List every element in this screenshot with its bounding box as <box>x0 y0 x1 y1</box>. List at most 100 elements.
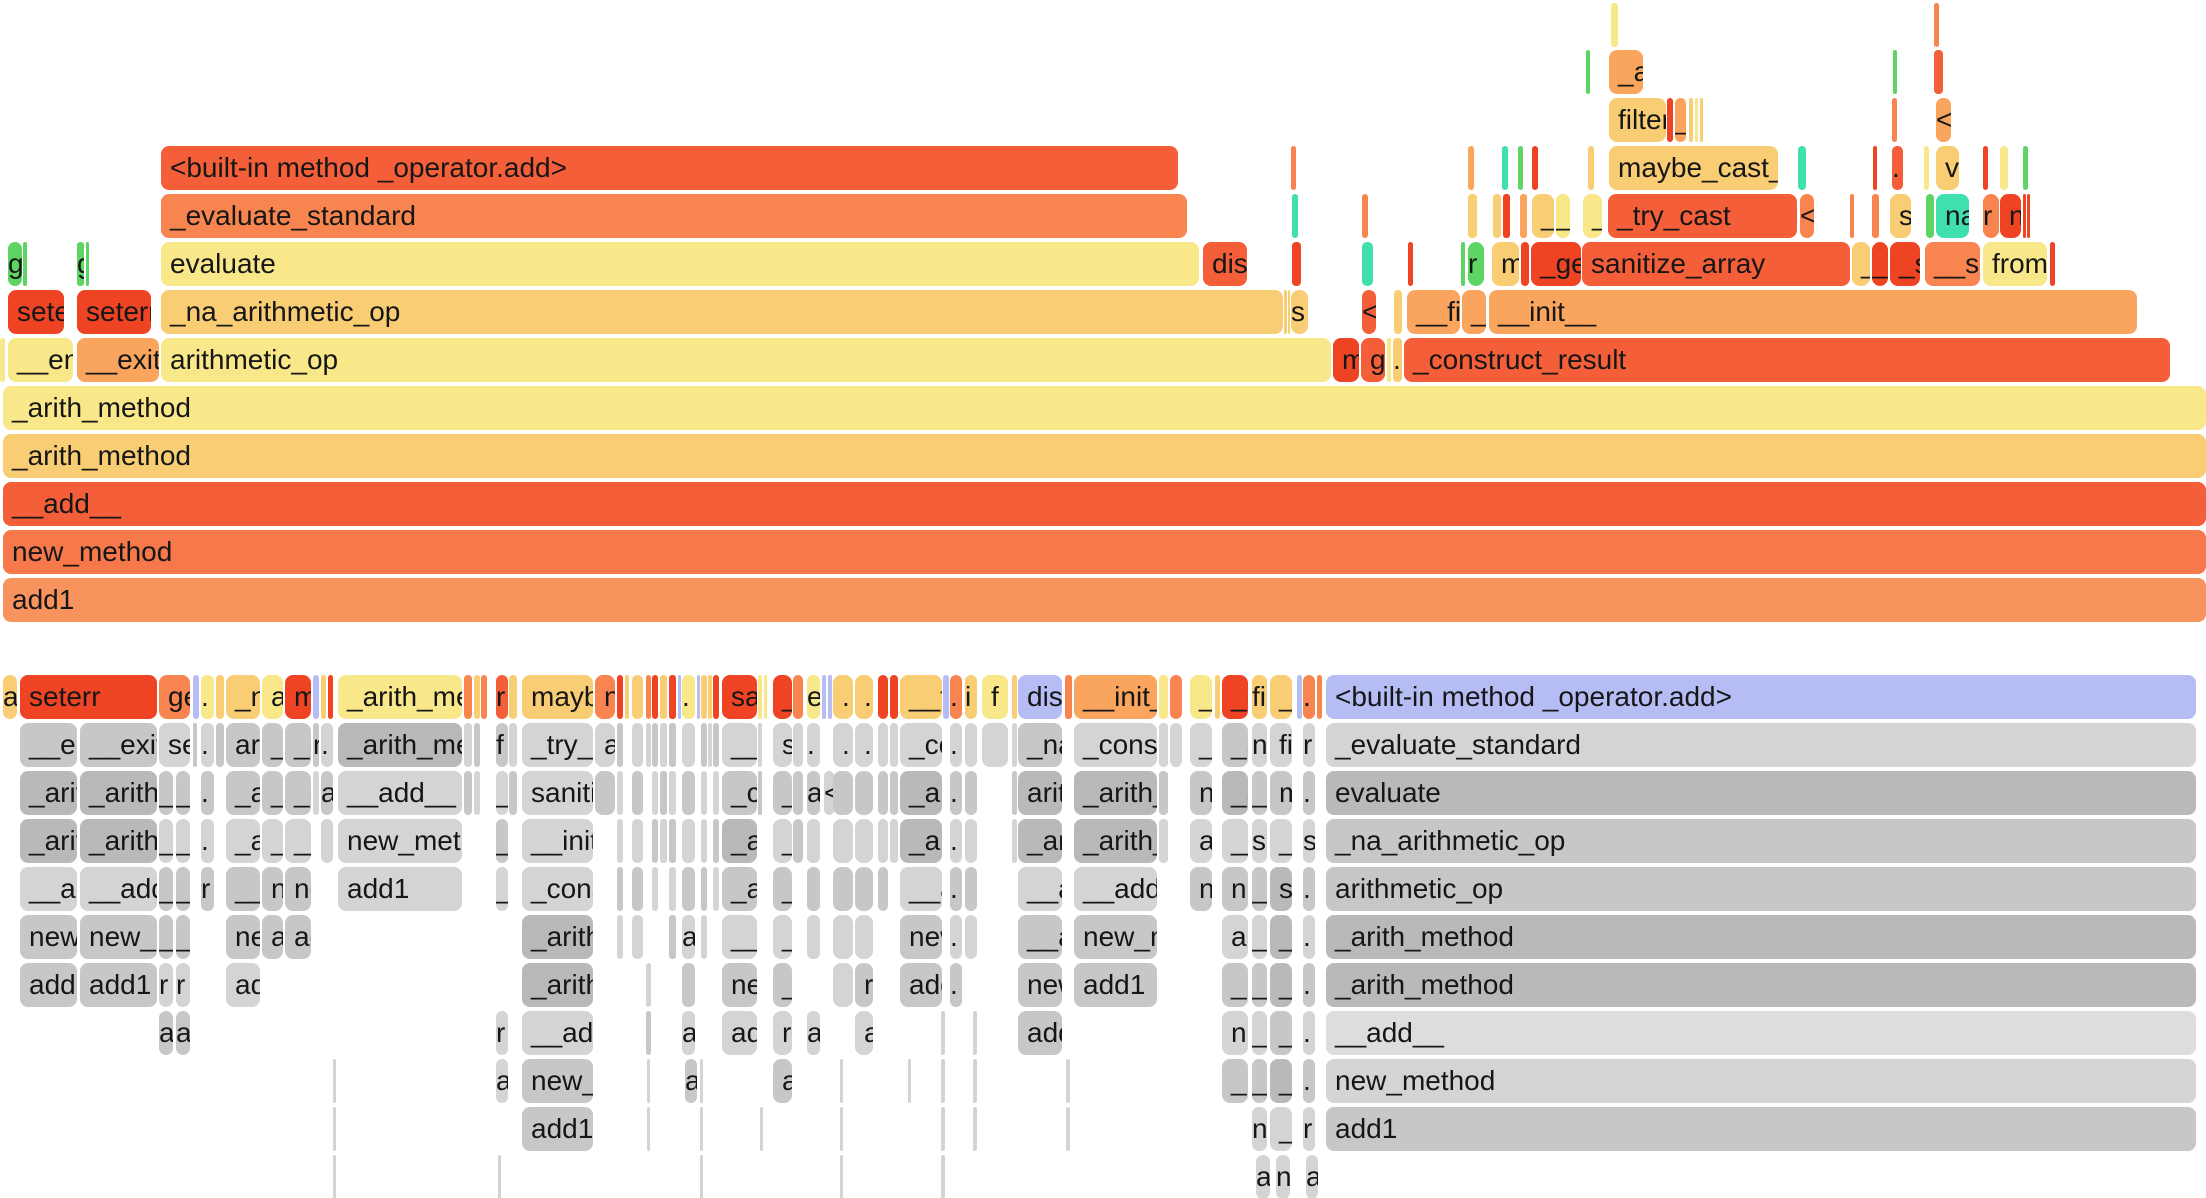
frame-sliver[interactable] <box>833 867 853 911</box>
frame-bar[interactable]: _ <box>1270 1011 1292 1055</box>
frame-bar[interactable]: _arith_method <box>3 386 2206 430</box>
frame-sliver[interactable] <box>758 675 762 719</box>
frame-bar[interactable]: . <box>807 723 820 767</box>
frame-bar[interactable]: r <box>1303 1107 1315 1151</box>
frame-bar[interactable]: seterr <box>77 290 151 334</box>
frame-bar[interactable]: s <box>1291 290 1308 334</box>
frame-sliver[interactable] <box>1468 194 1477 238</box>
frame-sliver[interactable] <box>1521 242 1529 286</box>
frame-bar[interactable]: a <box>1256 1155 1270 1198</box>
frame-sliver[interactable] <box>890 819 898 863</box>
frame-bar[interactable]: _ <box>1252 915 1267 959</box>
frame-sliver[interactable] <box>669 915 676 959</box>
frame-sliver[interactable] <box>973 1107 977 1151</box>
frame-bar[interactable]: ne <box>722 963 757 1007</box>
frame-sliver[interactable] <box>617 819 623 863</box>
frame-sliver[interactable] <box>1387 338 1391 382</box>
frame-bar[interactable]: _construct_result <box>1404 338 2170 382</box>
frame-sliver[interactable] <box>2023 146 2028 190</box>
frame-bar[interactable]: . <box>1393 338 1402 382</box>
frame-sliver[interactable] <box>701 867 707 911</box>
frame-bar[interactable]: _ <box>1462 290 1486 334</box>
frame-bar[interactable]: add1 <box>1074 963 1157 1007</box>
frame-bar[interactable]: n <box>1252 1107 1267 1151</box>
frame-bar[interactable]: __init__ <box>1074 675 1157 719</box>
frame-bar[interactable]: _ <box>262 723 283 767</box>
frame-bar[interactable]: sanitize_array <box>522 771 593 815</box>
frame-bar[interactable]: a <box>595 723 615 767</box>
frame-sliver[interactable] <box>708 675 712 719</box>
frame-sliver[interactable] <box>973 1011 977 1055</box>
frame-sliver[interactable] <box>1012 771 1017 815</box>
frame-sliver[interactable] <box>682 819 695 863</box>
frame-sliver[interactable] <box>321 675 326 719</box>
frame-bar[interactable]: e <box>807 675 820 719</box>
frame-bar[interactable]: . <box>950 819 962 863</box>
frame-sliver[interactable] <box>840 1107 843 1151</box>
frame-sliver[interactable] <box>647 1059 650 1103</box>
frame-sliver[interactable] <box>617 675 623 719</box>
frame-bar[interactable]: new_method <box>3 530 2206 574</box>
frame-sliver[interactable] <box>1798 146 1806 190</box>
frame-sliver[interactable] <box>1532 146 1538 190</box>
frame-sliver[interactable] <box>1667 98 1673 142</box>
frame-sliver[interactable] <box>965 819 977 863</box>
frame-sliver[interactable] <box>833 963 853 1007</box>
frame-sliver[interactable] <box>713 867 719 911</box>
frame-sliver[interactable] <box>1872 194 1879 238</box>
frame-bar[interactable]: __add__ <box>1074 867 1157 911</box>
frame-sliver[interactable] <box>632 867 643 911</box>
frame-bar[interactable]: a <box>682 915 695 959</box>
frame-sliver[interactable] <box>878 675 888 719</box>
frame-bar[interactable]: __ <box>285 819 311 863</box>
frame-sliver[interactable] <box>941 1011 945 1055</box>
frame-sliver[interactable] <box>669 675 676 719</box>
frame-bar[interactable]: sanitize_array <box>1582 242 1850 286</box>
frame-sliver[interactable] <box>652 675 658 719</box>
frame-sliver[interactable] <box>1493 194 1501 238</box>
frame-sliver[interactable] <box>1983 146 1988 190</box>
frame-bar[interactable]: _n <box>226 675 260 719</box>
frame-sliver[interactable] <box>878 819 888 863</box>
frame-sliver[interactable] <box>193 723 197 767</box>
frame-sliver[interactable] <box>2023 194 2026 238</box>
frame-bar[interactable]: _arith_method <box>522 915 593 959</box>
frame-bar[interactable]: _evaluate_standard <box>1326 723 2196 767</box>
frame-sliver[interactable] <box>1850 194 1854 238</box>
frame-bar[interactable]: new_method <box>1326 1059 2196 1103</box>
frame-sliver[interactable] <box>713 771 719 815</box>
frame-bar[interactable]: add1 <box>80 963 157 1007</box>
frame-bar[interactable]: ad <box>722 1011 757 1055</box>
frame-bar[interactable]: add1 <box>1018 1011 1062 1055</box>
frame-sliver[interactable] <box>908 1059 911 1103</box>
frame-bar[interactable]: s <box>1890 194 1911 238</box>
frame-sliver[interactable] <box>1611 3 1618 47</box>
frame-bar[interactable]: m <box>1270 771 1292 815</box>
frame-bar[interactable]: fi <box>1270 723 1292 767</box>
frame-bar[interactable]: . <box>682 675 695 719</box>
frame-bar[interactable]: __ <box>1222 819 1248 863</box>
frame-sliver[interactable] <box>216 723 224 767</box>
frame-bar[interactable]: _arith_method <box>20 771 77 815</box>
frame-bar[interactable]: _ <box>176 915 190 959</box>
frame-sliver[interactable] <box>1518 146 1523 190</box>
frame-sliver[interactable] <box>669 819 676 863</box>
frame-bar[interactable]: _a <box>1222 771 1248 815</box>
frame-sliver[interactable] <box>1468 146 1474 190</box>
frame-sliver[interactable] <box>833 771 853 815</box>
frame-bar[interactable]: . <box>855 723 873 767</box>
frame-bar[interactable]: _ <box>1222 963 1248 1007</box>
frame-bar[interactable]: . <box>1303 963 1315 1007</box>
frame-sliver[interactable] <box>878 723 888 767</box>
frame-bar[interactable]: a <box>3 675 17 719</box>
frame-bar[interactable]: r <box>201 867 214 911</box>
frame-bar[interactable]: n <box>595 675 615 719</box>
frame-bar[interactable]: ad <box>226 963 260 1007</box>
frame-sliver[interactable] <box>1170 723 1182 767</box>
frame-bar[interactable]: new_method <box>1074 915 1157 959</box>
frame-bar[interactable]: add1 <box>338 867 462 911</box>
frame-sliver[interactable] <box>1394 290 1402 334</box>
frame-sliver[interactable] <box>646 963 651 1007</box>
frame-bar[interactable]: n <box>1276 1155 1290 1198</box>
frame-bar[interactable]: _na_arithmetic_op <box>1326 819 2196 863</box>
